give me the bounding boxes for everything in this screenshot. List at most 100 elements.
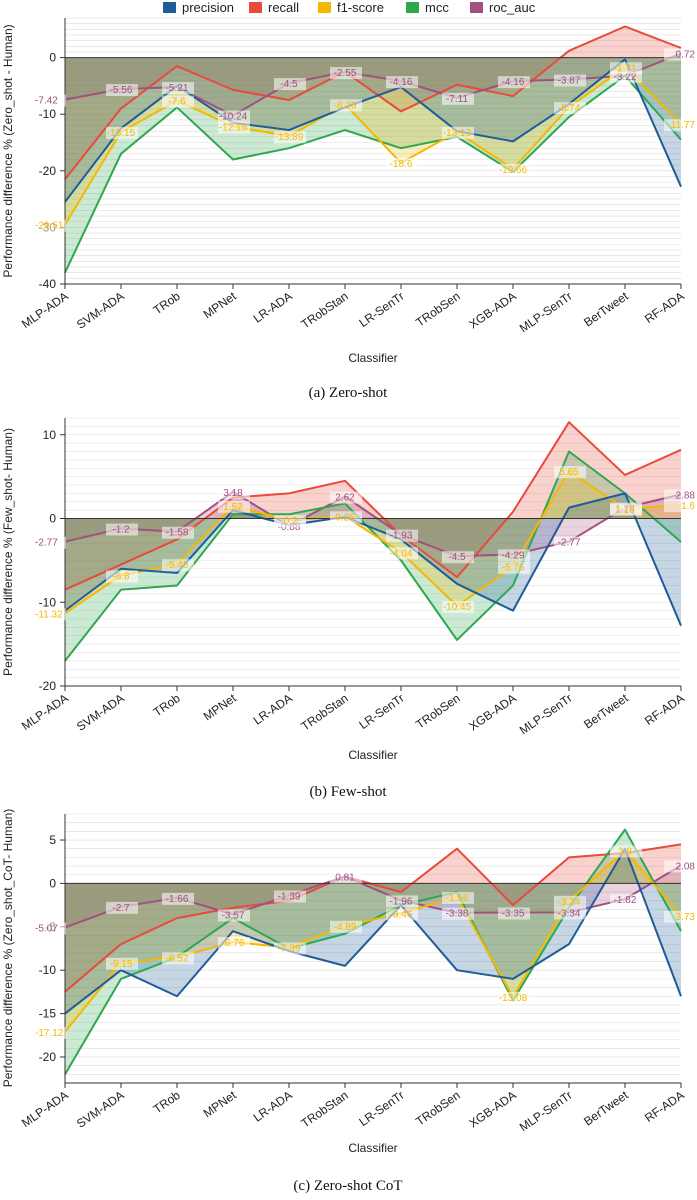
data-label-bg <box>218 486 250 499</box>
y-tick-label: -10 <box>39 595 57 609</box>
x-tick-label: LR-SenTr <box>356 1088 406 1129</box>
data-label-bg <box>274 942 306 955</box>
line-mcc <box>64 450 682 662</box>
area-f1-score <box>65 57 681 225</box>
x-tick-label: SVM-ADA <box>74 1088 127 1131</box>
legend-item-precision: precision <box>163 0 234 15</box>
x-tick-label: TRob <box>151 289 183 317</box>
x-tick-label: TRobSen <box>413 289 463 330</box>
data-labels: -2.77 -1.2 -1.58 3.18 -0.88 2.62 -1.93 -4.5 -4.2… <box>34 466 696 621</box>
data-label-bg <box>610 894 642 907</box>
data-label-bg <box>498 163 530 176</box>
data-label-bg <box>386 76 418 89</box>
data-label-f1-score: -10.45 <box>443 602 472 613</box>
data-label-bg <box>554 895 586 908</box>
legend-label-precision: precision <box>182 0 234 15</box>
x-tick-label: TRobSen <box>413 1088 463 1129</box>
data-label-roc_auc: -10.24 <box>219 112 248 123</box>
x-tick-label: TRob <box>151 1088 183 1116</box>
legend-swatch-recall <box>249 2 262 13</box>
data-label-roc_auc: -5.21 <box>166 83 189 94</box>
x-tick-label: RF-ADA <box>642 1088 687 1125</box>
data-label-roc_auc: -3.87 <box>558 76 581 87</box>
area-roc_auc <box>65 53 681 116</box>
data-label-bg <box>34 219 66 232</box>
y-axis-title: Performance difference % (Zero_shot - Hu… <box>1 24 15 277</box>
data-label-bg <box>218 937 250 950</box>
legend-label-f1-score: f1-score <box>337 0 384 15</box>
data-label-bg <box>664 910 696 923</box>
panel-caption: (c) Zero-shot CoT <box>293 1178 402 1194</box>
data-label-roc_auc: -7.42 <box>35 96 58 107</box>
area-mcc <box>65 829 681 1075</box>
y-tick-label: -10 <box>39 963 57 977</box>
y-axis-title: Performance difference % (Few_shot- Huma… <box>1 428 15 676</box>
data-label-bg <box>442 907 474 920</box>
data-label-bg <box>34 1026 66 1039</box>
data-label-roc_auc: -3.34 <box>558 908 581 919</box>
y-tick-label: 10 <box>43 428 57 442</box>
data-label-bg <box>386 547 418 560</box>
data-label-roc_auc: -1.58 <box>166 528 189 539</box>
area-f1-score <box>65 850 681 1032</box>
data-label-bg <box>106 570 138 583</box>
data-label-roc_auc: 0.72 <box>676 50 696 61</box>
chart-panel-3: 50-5-10-15-20MLP-ADASVM-ADATRobMPNetLR-A… <box>1 809 696 1194</box>
data-label-roc_auc: -4.16 <box>390 77 413 88</box>
legend-item-recall: recall <box>249 0 299 15</box>
x-tick-label: MPNet <box>201 289 240 322</box>
data-label-bg <box>106 523 138 536</box>
data-label-bg <box>610 503 642 516</box>
data-label-f1-score: -7.39 <box>278 944 301 955</box>
data-label-bg <box>664 119 696 132</box>
area-mcc <box>65 451 681 661</box>
data-label-bg <box>218 500 250 513</box>
data-label-roc_auc: 0.81 <box>335 872 355 883</box>
data-label-f1-score: -5.46 <box>166 560 189 571</box>
x-tick-label: MLP-SenTr <box>517 1088 575 1134</box>
data-label-bg <box>218 110 250 123</box>
data-label-bg <box>498 549 530 562</box>
data-label-f1-score: -8.74 <box>558 103 581 114</box>
data-label-bg <box>34 922 66 935</box>
data-label-bg <box>162 892 194 905</box>
x-axis-title: Classifier <box>348 748 397 762</box>
data-label-bg <box>664 500 696 513</box>
data-label-roc_auc: -1.39 <box>278 891 301 902</box>
data-label-bg <box>162 559 194 572</box>
x-tick-label: LR-SenTr <box>356 691 406 732</box>
y-ticks: 50-5-10-15-20 <box>39 833 65 1064</box>
data-label-bg <box>498 991 530 1004</box>
data-label-bg <box>386 895 418 908</box>
data-label-roc_auc: -4.16 <box>502 77 525 88</box>
data-label-bg <box>442 891 474 904</box>
data-label-f1-score: -12.15 <box>219 122 248 133</box>
data-label-f1-score: -5.76 <box>502 563 525 574</box>
data-label-bg <box>330 511 362 524</box>
legend-swatch-precision <box>163 2 176 13</box>
data-label-bg <box>610 845 642 858</box>
data-label-bg <box>330 67 362 80</box>
y-tick-label: -20 <box>39 1050 57 1064</box>
data-label-f1-score: -17.12 <box>35 1028 64 1039</box>
x-tick-label: LR-ADA <box>251 691 295 728</box>
data-label-roc_auc: -5.07 <box>35 923 58 934</box>
data-label-f1-score: 1.6 <box>681 501 695 512</box>
data-label-f1-score: -19.66 <box>499 165 528 176</box>
y-tick-label: -10 <box>39 107 57 121</box>
y-tick-label: 0 <box>49 51 56 65</box>
data-label-roc_auc: -5.56 <box>110 85 133 96</box>
x-ticks: MLP-ADA SVM-ADA TRob MPNet LR-ADA TRobStan LR-… <box>19 284 687 335</box>
data-label-roc_auc: -2.77 <box>35 538 58 549</box>
data-label-f1-score: -13.08 <box>499 993 528 1004</box>
data-label-bg <box>34 94 66 107</box>
data-label-roc_auc: -2.77 <box>558 538 581 549</box>
data-label-f1-score: -13.15 <box>107 128 136 139</box>
y-ticks: 0-10-20-30-40 <box>39 51 65 291</box>
data-label-f1-score: -3.73 <box>672 912 695 923</box>
data-label-roc_auc: 2.62 <box>335 493 355 504</box>
data-label-roc_auc: -4.29 <box>502 550 525 561</box>
legend-item-roc_auc: roc_auc <box>470 0 536 15</box>
